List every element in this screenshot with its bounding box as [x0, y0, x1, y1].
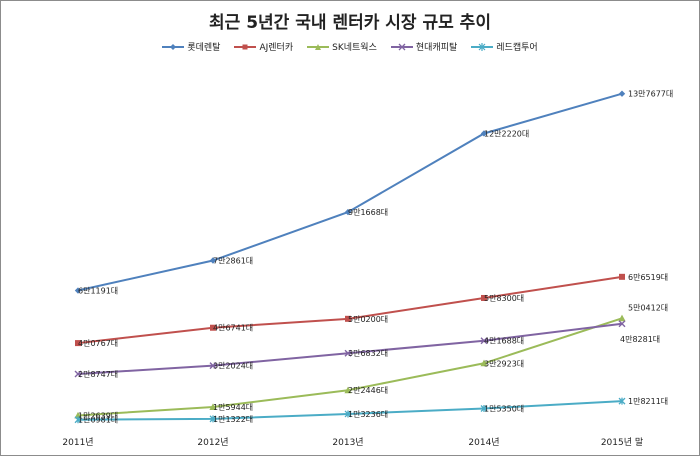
data-point: [209, 403, 217, 410]
legend-swatch-lotte: [162, 43, 185, 50]
data-point: [209, 257, 217, 264]
data-label: 2만8747대: [78, 370, 118, 379]
legend-label-redcap: 레드캡투어: [496, 43, 538, 53]
data-label: 7만2861대: [213, 257, 253, 266]
data-label: 4만8281대: [620, 335, 660, 344]
data-label: 5만8300대: [484, 294, 524, 303]
data-label: 4만6741대: [213, 324, 253, 333]
data-label: 6만6519대: [628, 273, 668, 282]
x-tick-label: 2015년 말: [601, 436, 643, 448]
data-label: 1만1322대: [213, 415, 253, 424]
data-label: 3만6832대: [348, 349, 388, 358]
data-point: [209, 362, 217, 370]
data-point: [74, 411, 82, 419]
x-tick-label: 2013년: [332, 437, 363, 448]
data-label: 3만2024대: [213, 362, 253, 371]
legend-label-aj: AJ렌터카: [259, 43, 294, 53]
data-point: [480, 359, 488, 367]
data-point: [344, 386, 352, 394]
data-point: [619, 273, 625, 280]
data-label: 12만2220대: [484, 129, 529, 138]
data-point: [344, 208, 352, 216]
data-point: [480, 337, 488, 345]
data-point: [618, 397, 626, 405]
chart-title: 최근 5년간 국내 렌터카 시장 규모 추이: [209, 13, 491, 33]
data-label: 6만1191대: [78, 287, 118, 296]
legend-label-lotte: 롯데렌탈: [187, 43, 221, 53]
data-point: [209, 415, 217, 423]
data-point: [481, 294, 487, 301]
data-label: 1만2639대: [78, 411, 118, 420]
data-label: 1만5944대: [213, 403, 253, 412]
legend-swatch-hyundai: [390, 43, 413, 50]
legend-swatch-sk: [307, 43, 330, 50]
data-label: 5만0412대: [628, 303, 668, 312]
data-point: [618, 314, 626, 322]
legend-label-hyundai: 현대캐피탈: [415, 43, 458, 53]
series-line: [77, 92, 623, 292]
data-point: [74, 287, 82, 294]
data-label: 5만0200대: [348, 315, 388, 324]
data-label: 1만0981대: [78, 416, 118, 425]
data-label: 1만5350대: [484, 404, 524, 413]
data-label: 1만3236대: [348, 410, 388, 419]
data-point: [74, 370, 82, 378]
legend-item-aj: AJ렌터카: [234, 40, 293, 53]
data-point: [75, 340, 81, 347]
legend-swatch-redcap: [471, 42, 494, 51]
legend-item-lotte: 롯데렌탈: [162, 40, 220, 53]
data-point: [480, 404, 488, 412]
data-point: [210, 324, 216, 331]
data-point: [618, 90, 626, 97]
legend-swatch-aj: [234, 44, 257, 49]
x-tick-label: 2012년: [197, 437, 228, 448]
legend-item-hyundai: 현대캐피탈: [390, 40, 458, 53]
data-point: [618, 320, 626, 328]
x-tick-label: 2011년: [62, 437, 93, 448]
data-point: [344, 410, 352, 418]
data-label: 4만1688대: [484, 337, 524, 346]
data-label: 4만0767대: [78, 339, 118, 348]
data-point: [74, 416, 82, 424]
data-label: 9만1668대: [348, 208, 388, 217]
legend-label-sk: SK네트웍스: [332, 43, 377, 53]
data-point: [345, 315, 351, 322]
legend-item-sk: SK네트웍스: [307, 40, 377, 53]
data-point: [480, 130, 488, 137]
legend-item-redcap: 레드캡투어: [471, 40, 538, 53]
legend: 롯데렌탈 AJ렌터카 SK네트웍스 현대캐피탈 레드캡투어: [0, 40, 700, 53]
data-label: 1만8211대: [628, 397, 668, 406]
data-label: 13만7677대: [628, 90, 673, 99]
data-point: [344, 349, 352, 357]
x-tick-label: 2014년: [468, 437, 499, 448]
data-label: 2만2446대: [348, 386, 388, 395]
data-label: 3만2923대: [484, 359, 524, 368]
